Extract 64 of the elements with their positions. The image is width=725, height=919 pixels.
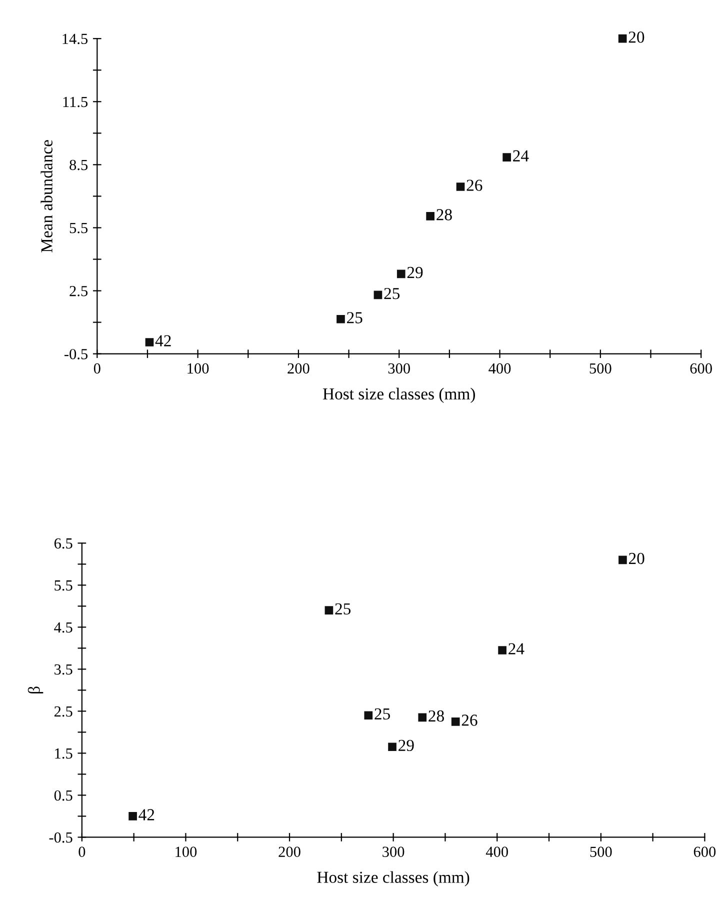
y-tick-label: 2.5	[54, 706, 72, 717]
annotation: 25	[335, 603, 351, 615]
point	[456, 182, 465, 191]
annotation: 29	[407, 266, 423, 278]
x-tick-label: 100	[188, 363, 209, 374]
annotation: 42	[155, 335, 171, 346]
annotation: 24	[513, 150, 529, 162]
x-tick-label: 0	[78, 846, 86, 857]
x-tick-label: 600	[690, 363, 712, 374]
y-tick-label: 5.5	[54, 580, 72, 591]
x-tick-label: 300	[382, 846, 404, 857]
point	[618, 34, 627, 43]
annotation: 26	[466, 180, 482, 191]
y-tick-label: 4.5	[54, 622, 72, 633]
annotation: 42	[138, 809, 154, 820]
point	[374, 290, 382, 300]
point	[618, 556, 627, 564]
x-tick-label: 400	[488, 363, 511, 374]
point	[426, 212, 434, 220]
annotation: 29	[398, 740, 414, 752]
annotation: 25	[384, 288, 400, 300]
y-tick-label: 3.5	[54, 664, 72, 675]
x-tick-label: 600	[694, 846, 716, 857]
y-tick-label: 11.5	[63, 96, 88, 108]
y-axis-title: β	[28, 686, 44, 694]
point	[396, 270, 406, 278]
y-tick-label: 2.5	[70, 286, 88, 296]
x-tick-label: 200	[278, 846, 300, 857]
point	[388, 742, 396, 752]
x-tick-label: 300	[388, 363, 410, 374]
x-tick-label: 200	[288, 363, 310, 374]
point	[451, 718, 460, 726]
x-axis-title: Host size classes (mm)	[317, 871, 470, 886]
x-tick-label: 500	[590, 363, 612, 374]
y-tick-label: 14.5	[62, 34, 88, 44]
point	[502, 153, 511, 162]
point	[498, 646, 506, 654]
y-tick-label: 5.5	[70, 223, 88, 234]
annotation: 20	[628, 552, 644, 564]
x-tick-label: 500	[590, 846, 612, 857]
point	[418, 713, 427, 722]
point	[364, 711, 373, 720]
annotation: 25	[374, 708, 390, 720]
x-tick-label: 400	[486, 846, 508, 857]
annotation: 28	[436, 209, 452, 220]
y-tick-label: -0.5	[64, 348, 88, 360]
annotation: 26	[462, 714, 478, 726]
x-tick-label: 0	[94, 363, 100, 374]
y-tick-label: 1.5	[55, 748, 72, 759]
y-tick-label: 6.5	[54, 538, 72, 549]
point	[128, 812, 137, 820]
y-tick-label: 0.5	[54, 790, 72, 801]
annotation: 20	[628, 32, 644, 43]
annotation: 25	[347, 312, 362, 324]
annotation: 24	[508, 643, 524, 654]
x-tick-label: 100	[176, 846, 197, 857]
x-axis-title: Host size classes (mm)	[322, 388, 475, 403]
y-tick-label: -0.5	[49, 832, 72, 843]
point	[145, 338, 154, 346]
y-axis-title: Mean abundance	[40, 140, 52, 252]
point	[336, 314, 345, 324]
annotation: 28	[428, 710, 444, 722]
y-tick-label: 8.5	[70, 160, 88, 170]
point	[324, 606, 334, 615]
